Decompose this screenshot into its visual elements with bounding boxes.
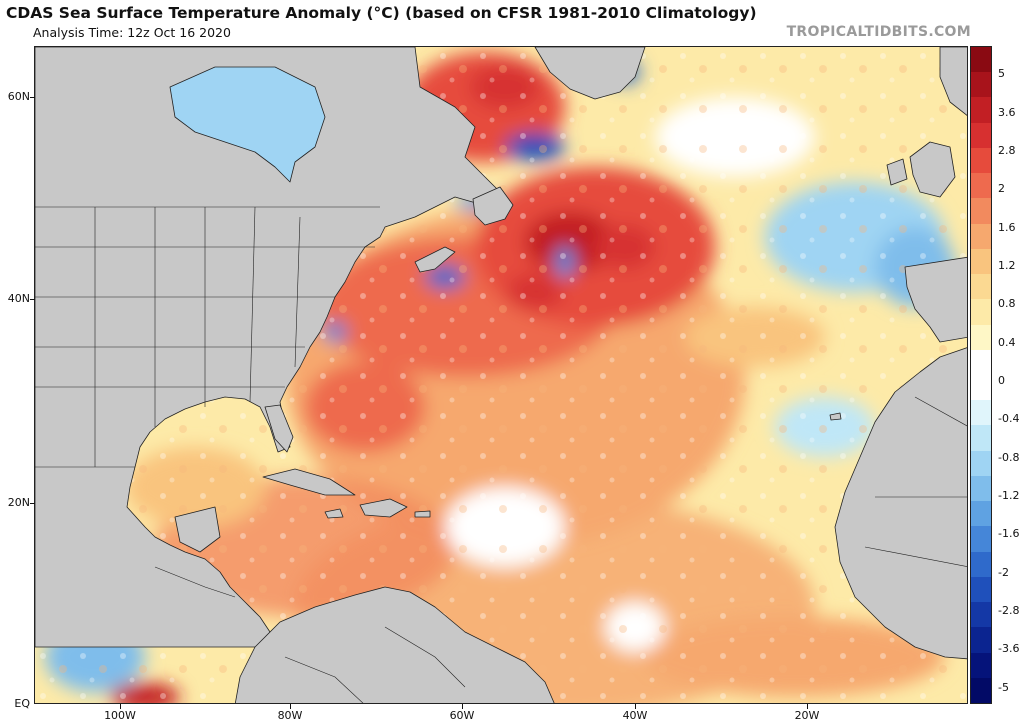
land-newfoundland xyxy=(472,186,514,226)
colorbar-label: 0.4 xyxy=(998,335,1016,349)
map-canvas xyxy=(35,47,967,703)
colorbar-segment xyxy=(971,652,991,679)
land-south-america xyxy=(234,586,555,703)
colorbar-segment xyxy=(971,72,991,99)
lat-label-20n: 20N xyxy=(7,496,30,509)
colorbar-label: 5 xyxy=(998,67,1005,81)
land-africa xyxy=(834,347,967,660)
lon-label-20w: 20W xyxy=(794,709,820,722)
colorbar-segment xyxy=(971,173,991,199)
colorbar-label: 2 xyxy=(998,182,1005,196)
lon-tick xyxy=(807,704,808,709)
lon-label-80w: 80W xyxy=(277,709,303,722)
colorbar-segment xyxy=(971,677,991,703)
colorbar-segment xyxy=(971,551,991,578)
lon-label-100w: 100W xyxy=(104,709,136,722)
land-puerto-rico xyxy=(414,510,431,518)
political-borders xyxy=(35,206,967,703)
colorbar-label: 0 xyxy=(998,374,1005,387)
colorbar-label: 0.8 xyxy=(998,297,1016,311)
colorbar-segment xyxy=(971,425,991,452)
lon-tick xyxy=(120,704,121,709)
lon-tick xyxy=(290,704,291,709)
analysis-time: Analysis Time: 12z Oct 16 2020 xyxy=(33,25,231,40)
sst-anomaly-map xyxy=(34,46,968,704)
colorbar-segment xyxy=(971,248,991,275)
colorbar-segment xyxy=(971,526,991,553)
land-nova-scotia xyxy=(414,246,456,273)
colorbar-label: -2 xyxy=(998,565,1009,579)
land-iberia xyxy=(904,256,967,343)
colorbar-label: -0.4 xyxy=(998,412,1020,426)
colorbar-segment xyxy=(971,47,991,73)
colorbar-segment xyxy=(971,627,991,654)
colorbar-label: -1.2 xyxy=(998,489,1020,503)
lon-label-60w: 60W xyxy=(449,709,475,722)
lat-label-60n: 60N xyxy=(7,90,30,103)
lon-tick xyxy=(462,704,463,709)
colorbar-label: 2.8 xyxy=(998,143,1016,157)
land-yucatan xyxy=(174,506,221,553)
colorbar-segment xyxy=(971,450,991,477)
colorbar-segment xyxy=(971,324,991,351)
colorbar-segment xyxy=(971,400,991,427)
colorbar-segment xyxy=(971,223,991,250)
land-ireland xyxy=(886,158,908,186)
lat-tick xyxy=(30,97,35,98)
lat-tick xyxy=(30,503,35,504)
colorbar-segment xyxy=(971,501,991,527)
colorbar-label: -2.8 xyxy=(998,604,1020,618)
land-florida xyxy=(264,404,294,453)
colorbar-label: -5 xyxy=(998,680,1009,694)
colorbar-segment xyxy=(971,576,991,603)
brand-watermark: TROPICALTIDBITS.COM xyxy=(786,24,971,40)
colorbar-segment xyxy=(971,122,991,149)
colorbar-segment xyxy=(971,475,991,502)
colorbar-segment xyxy=(971,602,991,628)
colorbar-segment xyxy=(971,375,991,401)
land-british-isles xyxy=(909,141,956,198)
lat-label-40n: 40N xyxy=(7,292,30,305)
colorbar-segment xyxy=(971,198,991,225)
colorbar-label: 3.6 xyxy=(998,105,1016,119)
lat-label-eq: EQ xyxy=(14,697,30,710)
land-cuba xyxy=(262,468,356,496)
lon-label-40w: 40W xyxy=(622,709,648,722)
map-title: CDAS Sea Surface Temperature Anomaly (°C… xyxy=(6,4,757,22)
land-hispaniola xyxy=(359,498,408,518)
colorbar-label: -0.8 xyxy=(998,450,1020,464)
land-greenland xyxy=(534,47,646,100)
land-scandinavia xyxy=(939,47,967,116)
colorbar-segment xyxy=(971,349,991,376)
lon-tick xyxy=(635,704,636,709)
land-canary-islands xyxy=(829,412,842,421)
colorbar-segment xyxy=(971,147,991,174)
anomaly-colorbar xyxy=(970,46,992,704)
colorbar-label: 1.6 xyxy=(998,220,1016,234)
colorbar-label: -1.6 xyxy=(998,527,1020,541)
colorbar-segment xyxy=(971,97,991,124)
colorbar-label: -3.6 xyxy=(998,642,1020,656)
colorbar-segment xyxy=(971,274,991,300)
land-jamaica xyxy=(324,508,344,519)
colorbar-label: 1.2 xyxy=(998,258,1016,272)
hudson-bay xyxy=(169,66,326,183)
lat-tick xyxy=(30,299,35,300)
colorbar-segment xyxy=(971,299,991,326)
